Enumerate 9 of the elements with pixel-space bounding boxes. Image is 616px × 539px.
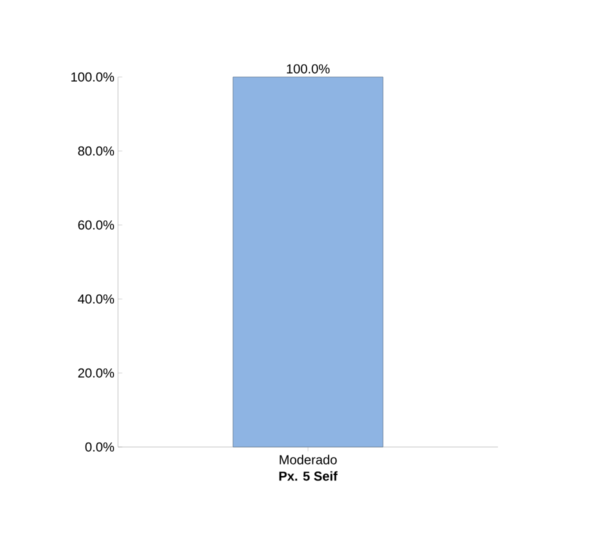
- y-tick-label: 0.0%: [85, 442, 114, 452]
- y-tick-label: 20.0%: [78, 368, 114, 378]
- x-tick-label: Moderado: [280, 454, 337, 464]
- y-tick-label: 40.0%: [78, 294, 114, 304]
- data-label: 100.0%: [286, 64, 330, 74]
- y-tick-label: 100.0%: [71, 72, 114, 82]
- x-axis-title: Px. 5 Seif: [279, 471, 338, 481]
- y-tick-label: 80.0%: [78, 146, 114, 156]
- y-tick-label: 60.0%: [78, 220, 114, 230]
